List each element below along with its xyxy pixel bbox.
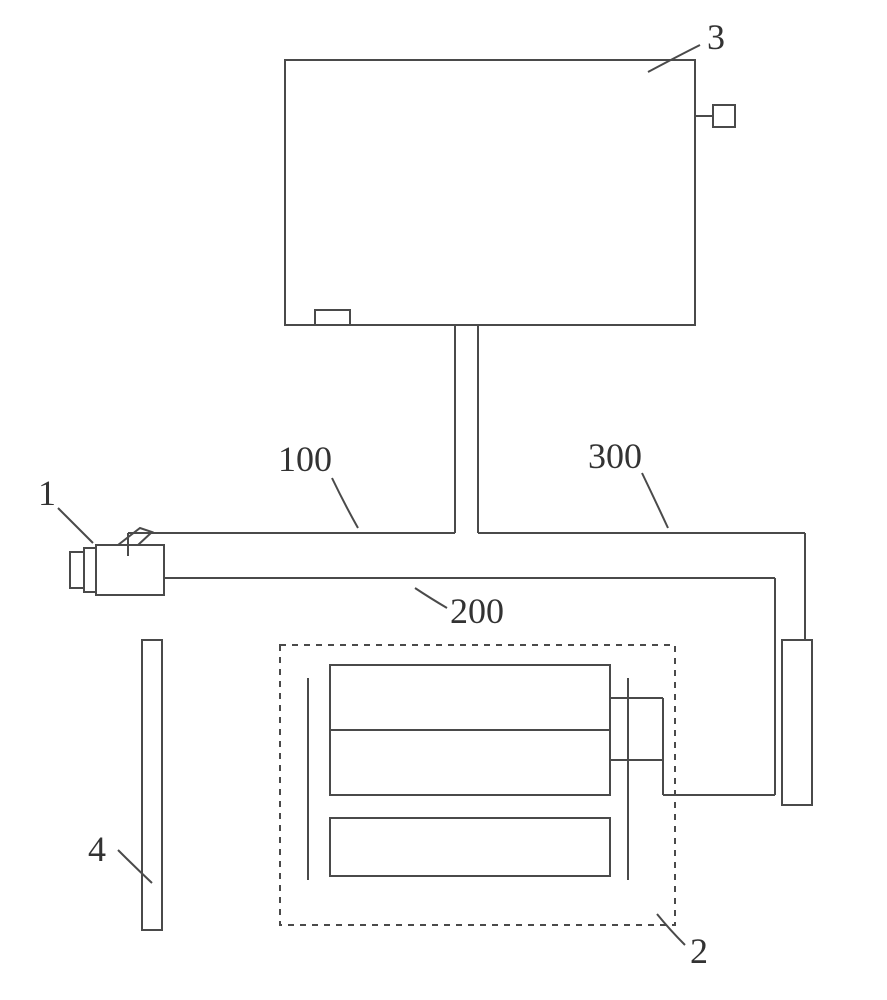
vertical-bar bbox=[142, 640, 162, 930]
dashed-box bbox=[280, 645, 675, 925]
top-box-bottom-stub bbox=[315, 310, 350, 325]
leader-300 bbox=[642, 473, 668, 528]
label-4: 4 bbox=[88, 828, 106, 870]
label-300: 300 bbox=[588, 435, 642, 477]
inner-stack bbox=[308, 665, 663, 880]
leader-4 bbox=[118, 850, 152, 883]
leader-200 bbox=[415, 588, 447, 608]
camera-component bbox=[70, 528, 164, 595]
leader-3 bbox=[648, 45, 700, 72]
top-box-port bbox=[713, 105, 735, 127]
leader-100 bbox=[332, 478, 358, 528]
label-100: 100 bbox=[278, 438, 332, 480]
label-2: 2 bbox=[690, 930, 708, 972]
leader-2 bbox=[657, 914, 685, 945]
leader-1 bbox=[58, 508, 93, 543]
top-box bbox=[285, 60, 695, 325]
label-1: 1 bbox=[38, 472, 56, 514]
label-3: 3 bbox=[707, 16, 725, 58]
right-bar bbox=[782, 640, 812, 805]
label-200: 200 bbox=[450, 590, 504, 632]
schematic-diagram bbox=[0, 0, 887, 1000]
